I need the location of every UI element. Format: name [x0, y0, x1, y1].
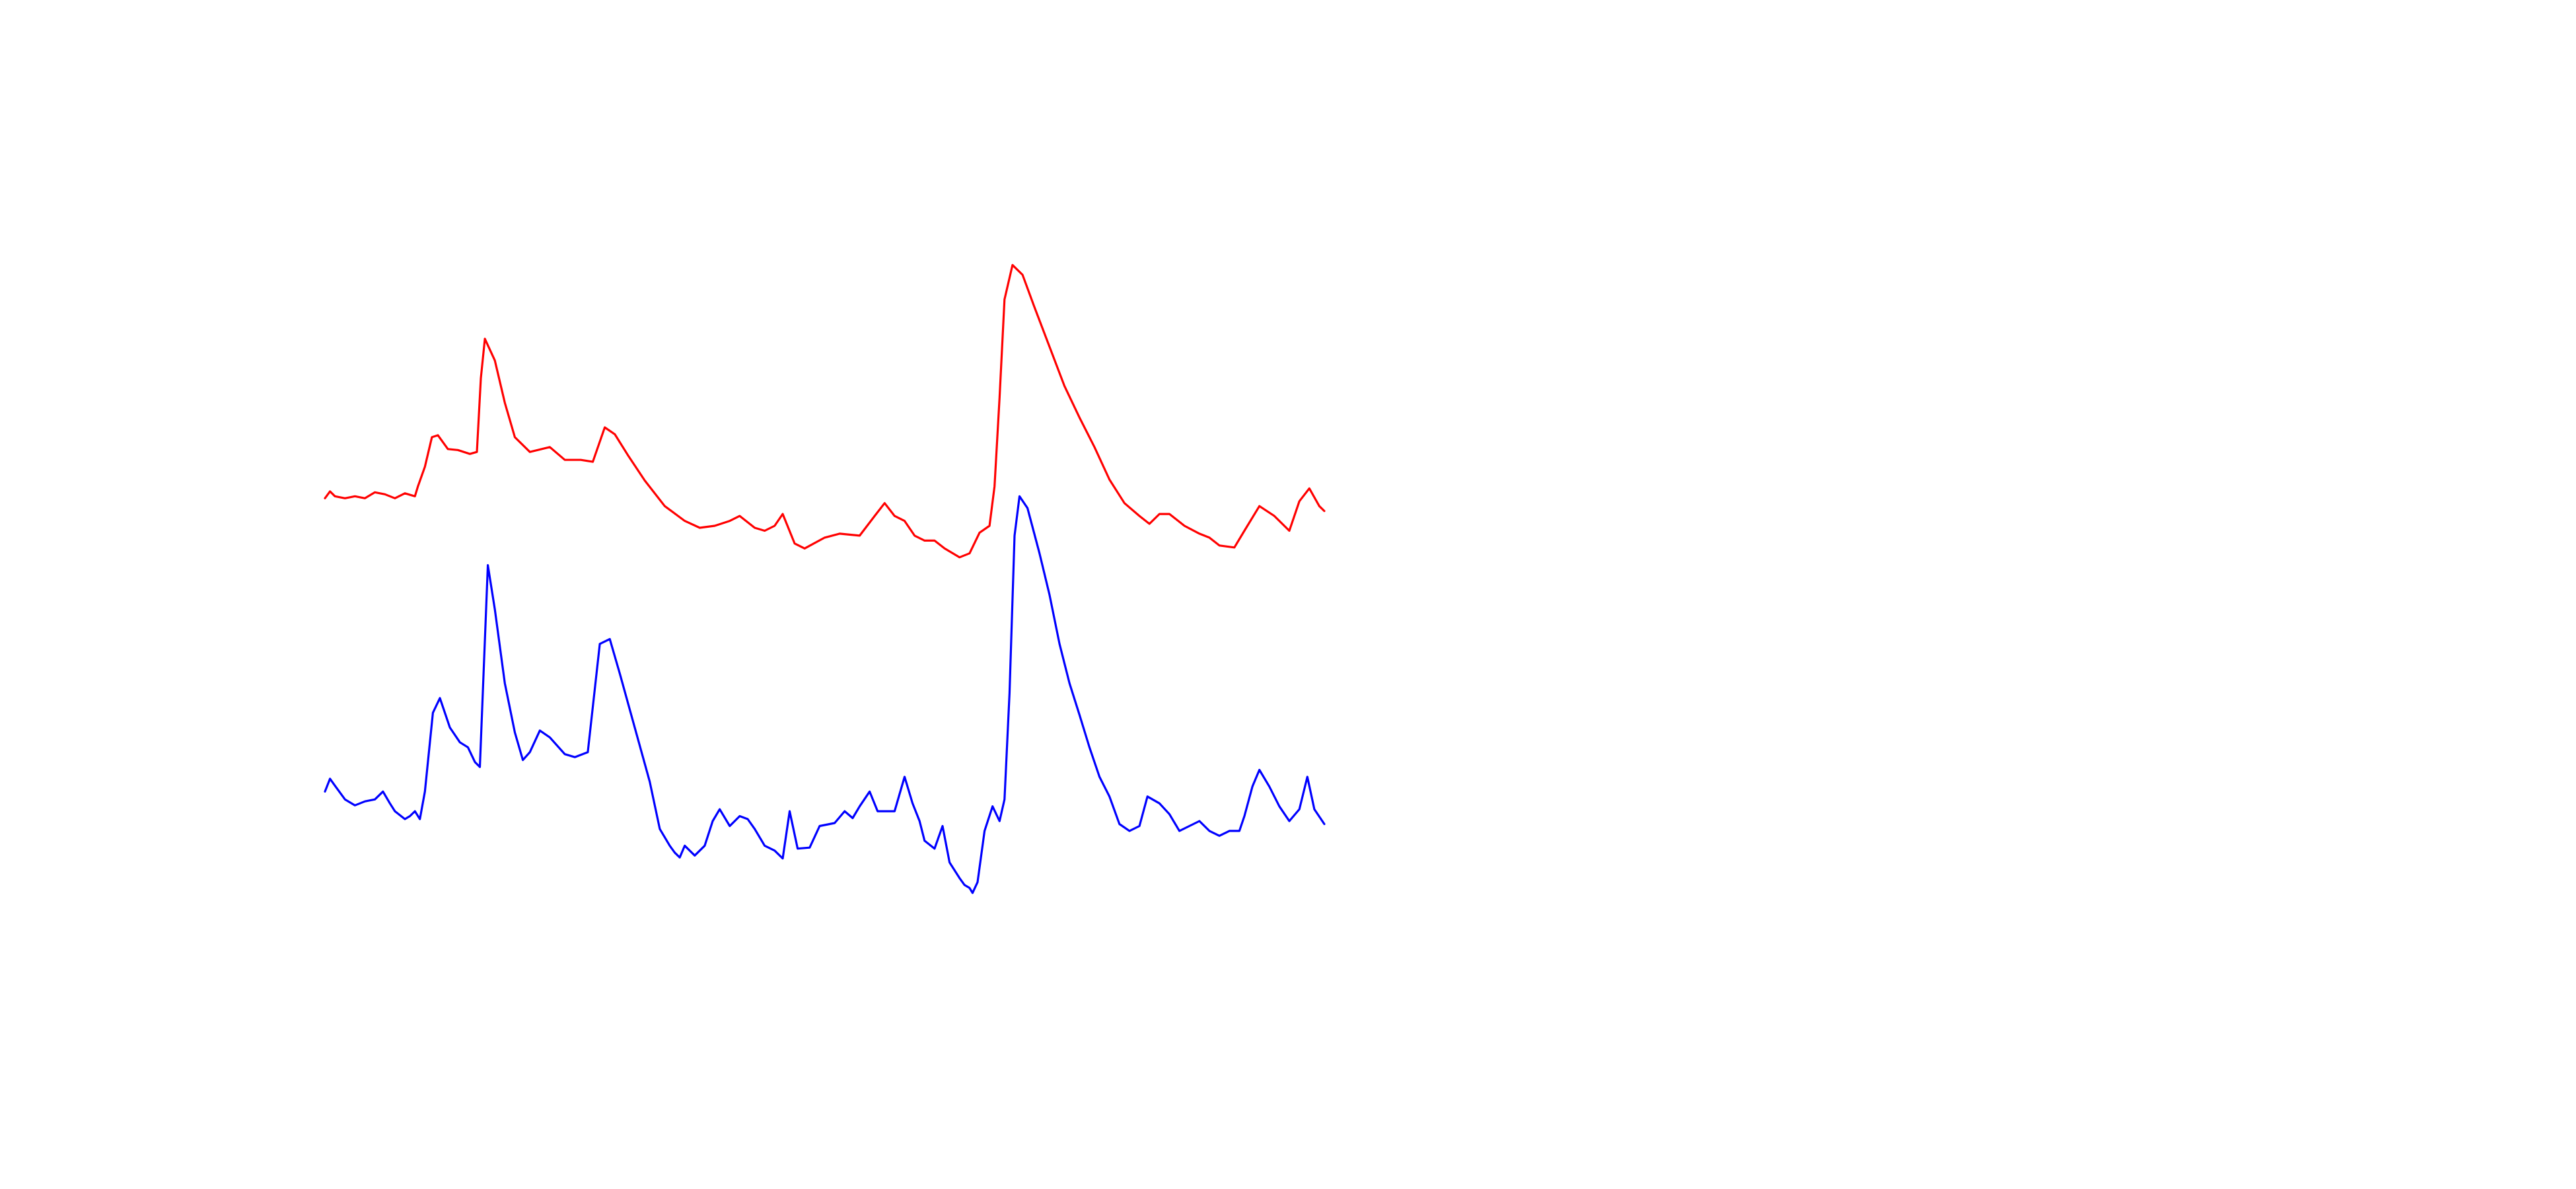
series-line-1 — [324, 264, 1326, 559]
plot-area — [324, 264, 1326, 894]
series-line-2 — [324, 495, 1326, 894]
